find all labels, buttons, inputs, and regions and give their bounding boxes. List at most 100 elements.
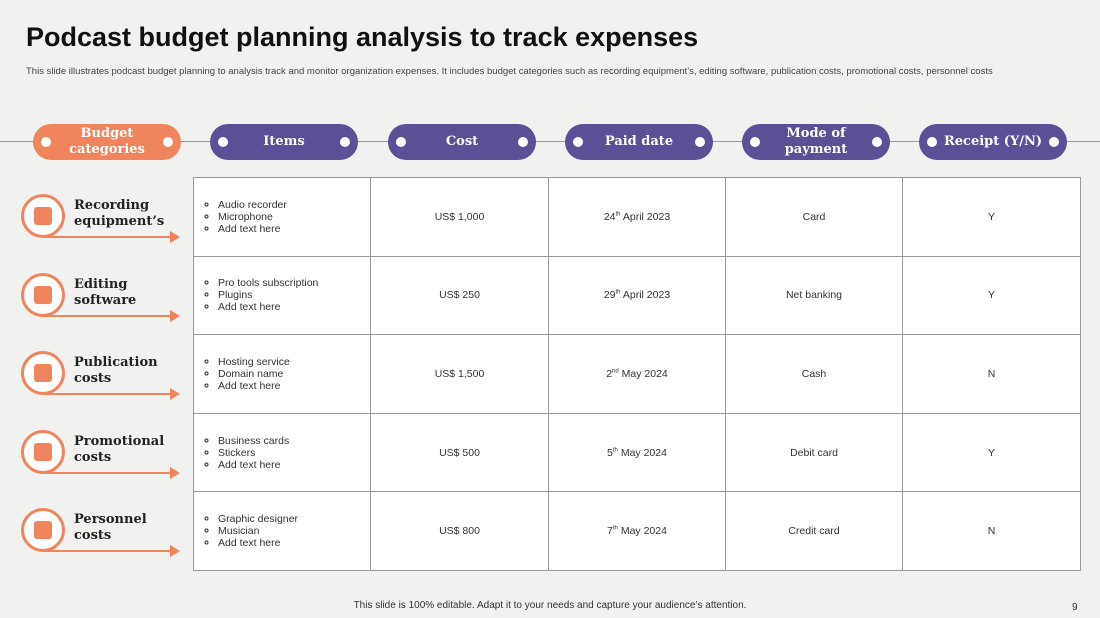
column-header: Cost [388,124,536,160]
date-suffix: th [615,289,621,296]
item: Stickers [218,447,370,459]
paid-date: 24th April 2023 [604,211,670,223]
arrow [43,388,180,401]
item: Add text here [218,380,370,392]
date-rest: May 2024 [620,446,667,459]
item-list: Graphic designerMusicianAdd text here [194,513,370,549]
category-icon [21,272,65,317]
category-icon [21,508,65,553]
category-label: Promotional costs [74,433,165,465]
receipt: Y [987,289,995,302]
date-rest: May 2024 [621,367,668,380]
paid-date: 29th April 2023 [604,289,670,301]
paid-date: 2nd May 2024 [606,368,668,380]
item-list: Pro tools subscriptionPluginsAdd text he… [194,277,370,313]
table-cell: 29th April 2023 [548,255,726,336]
table-cell: Net banking [725,255,903,336]
date-day: 24 [603,210,616,223]
item: Audio recorder [218,199,370,211]
table-cell: Y [902,177,1081,257]
item: Hosting service [218,356,370,368]
table-cell: N [902,334,1081,414]
item: Pro tools subscription [218,277,370,289]
item: Microphone [218,211,370,223]
page-number: 9 [1072,602,1078,613]
item: Add text here [218,537,370,549]
item: Add text here [218,459,370,471]
mode: Net banking [785,289,843,302]
table-cell: Business cardsStickersAdd text here [193,412,371,493]
date-day: 7 [607,525,613,538]
table-cell: Credit card [725,491,903,571]
date-suffix: th [615,211,621,218]
column-header: Budget categories [33,124,181,160]
table-cell: Pro tools subscriptionPluginsAdd text he… [193,255,371,336]
item: Add text here [218,223,370,235]
column-header-text: Items [263,134,305,149]
date-suffix: th [612,447,618,454]
date-suffix: th [612,525,618,532]
item: Musician [218,525,370,537]
table-cell: Y [902,255,1081,336]
mode: Cash [801,367,827,380]
column-header-text: Paid date [604,134,674,149]
footer-note: This slide is 100% editable. Adapt it to… [353,600,747,611]
column-header: Mode of payment [742,124,890,160]
item-list: Business cardsStickersAdd text here [194,435,370,471]
table-cell: 24th April 2023 [548,177,726,257]
title: Podcast budget planning analysis to trac… [26,22,699,52]
category-icon [21,194,65,238]
category-label: Publication costs [74,355,158,387]
arrow [43,466,180,479]
receipt: N [987,525,996,538]
paid-date: 5th May 2024 [607,447,667,459]
category-label: Personnel costs [74,512,147,544]
table-cell: US$ 250 [370,255,549,336]
dot [1049,137,1059,147]
table-cell: Audio recorderMicrophoneAdd text here [193,177,371,257]
arrow [43,309,180,322]
column-header-text: Cost [445,134,479,149]
dot [518,137,528,147]
category-icon [21,429,65,474]
dot [573,137,583,147]
dot [750,137,760,147]
date-day: 2 [606,367,613,380]
arrow [43,231,180,243]
receipt: N [987,367,996,380]
item: Plugins [218,289,370,301]
table-cell: Y [902,412,1081,493]
table-cell: 2nd May 2024 [548,334,726,414]
column-header-text: Budget categories [69,126,145,157]
item: Business cards [218,435,370,447]
cost: US$ 500 [439,446,480,459]
dot [396,137,406,147]
table-cell: N [902,491,1081,571]
category-label: Editing software [74,276,137,308]
date-suffix: nd [612,368,619,375]
category-icon [21,351,65,396]
dot [695,137,705,147]
table-cell: US$ 1,000 [370,177,549,257]
table-cell: US$ 1,500 [370,334,549,414]
item: Domain name [218,368,370,380]
item: Add text here [218,301,370,313]
date-rest: April 2023 [622,210,671,223]
cost: US$ 1,500 [434,367,485,380]
table-cell: Graphic designerMusicianAdd text here [193,491,371,571]
date-rest: April 2023 [622,289,671,302]
table-cell: Debit card [725,412,903,493]
table-cell: 7th May 2024 [548,491,726,571]
column-header: Items [210,124,358,160]
mode: Card [802,210,826,223]
paid-date: 7th May 2024 [607,525,667,537]
receipt: Y [987,446,995,459]
date-day: 29 [603,289,616,302]
arrow [43,545,180,558]
mode: Debit card [790,446,838,459]
table-cell: Card [725,177,903,257]
cost: US$ 800 [439,525,480,538]
column-header-text: Receipt (Y/N) [943,134,1043,149]
table-cell: Cash [725,334,903,414]
